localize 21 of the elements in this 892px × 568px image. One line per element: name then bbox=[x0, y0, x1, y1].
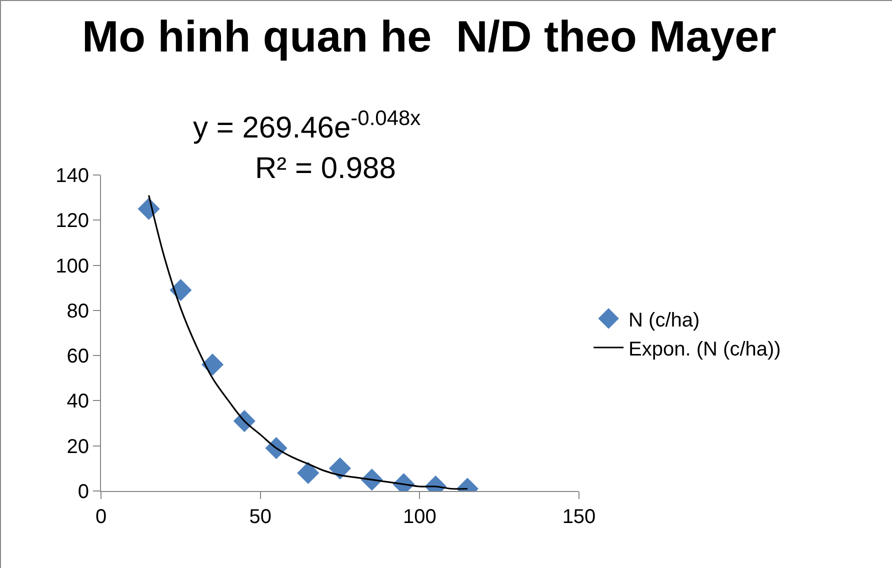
y-tick-label: 80 bbox=[66, 300, 89, 322]
y-tick-label: 60 bbox=[66, 346, 89, 368]
point bbox=[328, 457, 352, 480]
x-tick-label: 100 bbox=[402, 506, 436, 528]
y-tick-label: 140 bbox=[56, 165, 89, 187]
y-tick-label: 20 bbox=[66, 436, 89, 458]
text: y = 269.46e$^{-0.048x}$ bbox=[193, 107, 422, 145]
x-tick-label: 150 bbox=[562, 506, 596, 528]
y-tick-label: 100 bbox=[56, 255, 89, 278]
legend-label: Expon. (N (c/ha)) bbox=[628, 338, 781, 360]
point bbox=[201, 354, 224, 376]
x-tick-label: 0 bbox=[95, 506, 107, 528]
point bbox=[297, 462, 320, 484]
y-tick-label: 0 bbox=[78, 481, 89, 503]
chart-title: Mo hinh quan he N/D theo Mayer bbox=[82, 12, 776, 62]
annotation: R² = 0.988 bbox=[255, 152, 396, 185]
y-tick-label: 120 bbox=[56, 210, 89, 232]
y-tick-label: 40 bbox=[66, 390, 89, 413]
point bbox=[170, 279, 192, 302]
legend-label: N (c/ha) bbox=[628, 309, 700, 332]
x-tick-label: 50 bbox=[249, 506, 272, 528]
